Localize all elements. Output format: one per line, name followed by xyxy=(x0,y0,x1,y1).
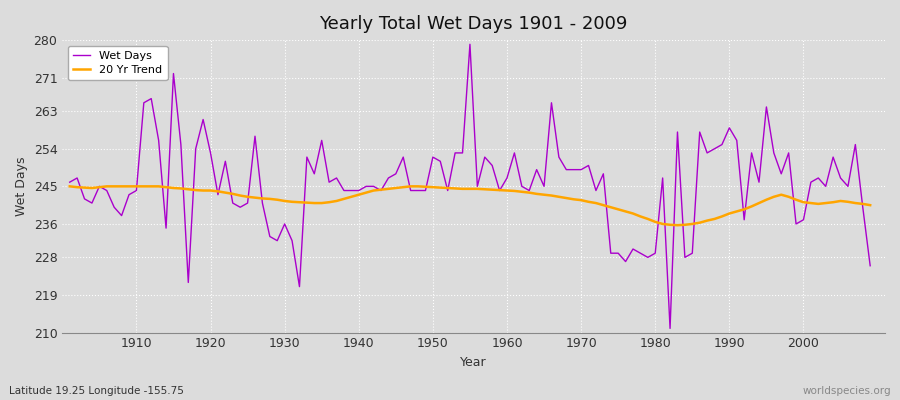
Wet Days xyxy=(865,263,876,268)
20 Yr Trend xyxy=(501,188,512,193)
20 Yr Trend xyxy=(590,201,601,206)
Wet Days xyxy=(464,42,475,47)
Wet Days xyxy=(64,180,75,184)
Wet Days xyxy=(509,150,520,155)
20 Yr Trend xyxy=(865,203,876,208)
Wet Days xyxy=(331,176,342,180)
Wet Days xyxy=(598,172,608,176)
20 Yr Trend xyxy=(64,184,75,189)
20 Yr Trend xyxy=(494,188,505,192)
Y-axis label: Wet Days: Wet Days xyxy=(15,156,28,216)
Wet Days xyxy=(287,238,298,243)
Wet Days xyxy=(501,176,512,180)
20 Yr Trend xyxy=(287,200,298,204)
Title: Yearly Total Wet Days 1901 - 2009: Yearly Total Wet Days 1901 - 2009 xyxy=(320,15,628,33)
Legend: Wet Days, 20 Yr Trend: Wet Days, 20 Yr Trend xyxy=(68,46,167,80)
20 Yr Trend xyxy=(123,184,134,189)
Wet Days xyxy=(665,326,676,331)
Text: Latitude 19.25 Longitude -155.75: Latitude 19.25 Longitude -155.75 xyxy=(9,386,184,396)
20 Yr Trend xyxy=(672,223,683,228)
Line: 20 Yr Trend: 20 Yr Trend xyxy=(69,186,870,225)
X-axis label: Year: Year xyxy=(460,356,487,369)
Text: worldspecies.org: worldspecies.org xyxy=(803,386,891,396)
20 Yr Trend xyxy=(331,198,342,203)
Wet Days xyxy=(123,192,134,197)
Line: Wet Days: Wet Days xyxy=(69,44,870,328)
